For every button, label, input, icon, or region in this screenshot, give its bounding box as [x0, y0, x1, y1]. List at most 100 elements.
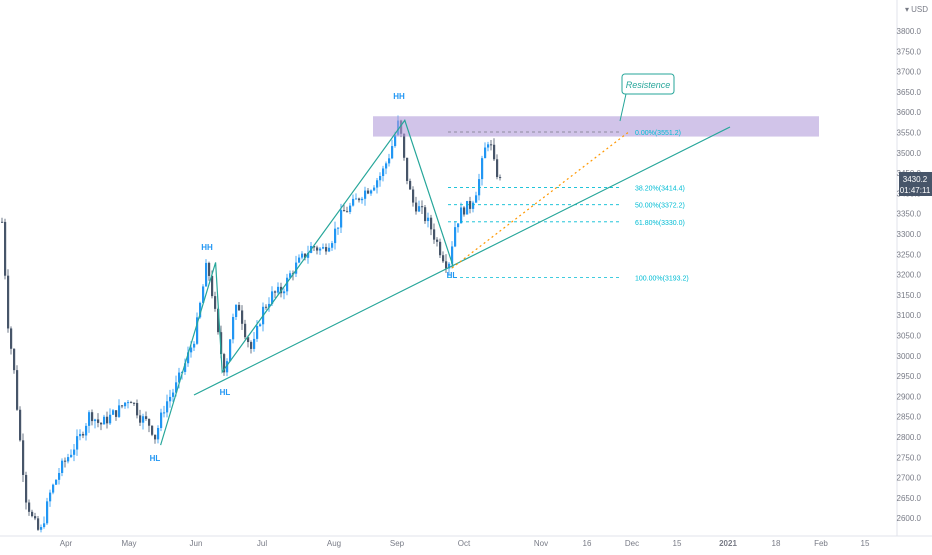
price-tick-label: 3350.0 — [897, 210, 922, 219]
candle-bear — [208, 262, 211, 276]
candle-bull — [472, 202, 475, 209]
price-tick-label: 2800.0 — [897, 433, 922, 442]
candle-bull — [160, 412, 163, 428]
candle-bull — [340, 210, 343, 228]
candle-bull — [391, 146, 394, 159]
candle-bear — [91, 412, 94, 422]
candle-bull — [295, 262, 298, 274]
candle-bull — [307, 252, 310, 258]
candle-bear — [463, 207, 466, 215]
candle-bull — [184, 363, 187, 372]
price-axis[interactable]: USD ▾ 3800.0 3750.0 3700.0 3650.0 3600.0 3550… — [896, 0, 932, 536]
candle-bear — [31, 511, 34, 517]
resistance-zone[interactable] — [373, 116, 819, 137]
price-tick-label: 3600.0 — [897, 108, 922, 117]
candle-bull — [298, 257, 301, 263]
candle-bull — [364, 190, 367, 199]
candle-bull — [94, 419, 97, 422]
zigzag-pattern-line[interactable] — [160, 119, 454, 446]
candle-bull — [283, 291, 286, 294]
candle-bull — [349, 205, 352, 212]
price-tick-label: 2900.0 — [897, 392, 922, 401]
candle-bull — [40, 527, 43, 530]
candle-bear — [97, 419, 100, 423]
candle-bull — [226, 361, 229, 373]
currency-dropdown-icon[interactable]: ▾ — [905, 5, 909, 14]
candle-bull — [178, 372, 181, 383]
price-tick-label: 3300.0 — [897, 230, 922, 239]
candle-bull — [124, 402, 127, 407]
candle-bear — [436, 239, 439, 242]
time-tick-label: 15 — [861, 539, 870, 548]
time-tick-label: Jun — [190, 539, 203, 548]
candle-bear — [7, 275, 10, 329]
price-tick-label: 3150.0 — [897, 291, 922, 300]
candle-bull — [475, 195, 478, 203]
candle-bear — [151, 425, 154, 435]
candle-bull — [157, 427, 160, 440]
candle-bull — [46, 501, 49, 524]
candle-bear — [28, 502, 31, 512]
currency-label: USD — [911, 5, 928, 14]
bar-countdown: 01:47:11 — [900, 186, 931, 195]
pattern-lines[interactable] — [160, 119, 731, 446]
candle-bull — [142, 416, 145, 423]
candle-bear — [211, 275, 214, 297]
price-tick-label: 2700.0 — [897, 474, 922, 483]
time-tick-label: Sep — [390, 539, 405, 548]
candle-bear — [358, 198, 361, 201]
candle-bear — [34, 516, 37, 519]
time-tick-label: 15 — [673, 539, 682, 548]
candle-bear — [1, 221, 4, 223]
time-tick-label: Aug — [327, 539, 341, 548]
candle-bull — [418, 206, 421, 212]
candle-bull — [49, 492, 52, 502]
time-tick-label: 18 — [772, 539, 781, 548]
price-tick-label: 2950.0 — [897, 372, 922, 381]
candle-bull — [109, 414, 112, 424]
candle-bear — [25, 474, 28, 503]
candle-bear — [313, 246, 316, 248]
candle-bear — [403, 133, 406, 158]
candle-bull — [301, 253, 304, 258]
candle-bull — [166, 401, 169, 413]
price-tick-label: 3250.0 — [897, 250, 922, 259]
candle-bull — [361, 198, 364, 201]
candle-bull — [370, 190, 373, 194]
candle-bull — [256, 326, 259, 339]
resistance-callout[interactable]: Resistence — [619, 73, 675, 122]
candle-bull — [187, 352, 190, 364]
candle-bear — [493, 144, 496, 160]
candle-bull — [286, 277, 289, 292]
price-tick-label: 2750.0 — [897, 453, 922, 462]
candle-bear — [367, 190, 370, 194]
time-axis[interactable]: Apr May Jun Jul Aug Sep Oct Nov 16 Dec 15 2021 18 Feb… — [0, 535, 932, 548]
candle-bear — [241, 310, 244, 324]
candle-bear — [244, 323, 247, 338]
candle-bull — [331, 243, 334, 248]
candle-bull — [352, 198, 355, 206]
ascending-trendline[interactable] — [193, 126, 731, 396]
price-tick-label: 3100.0 — [897, 311, 922, 320]
time-tick-label: 2021 — [719, 539, 737, 548]
resistance-callout-pointer — [619, 93, 627, 122]
candle-bull — [229, 339, 232, 362]
candle-bear — [10, 328, 13, 349]
candle-bear — [148, 418, 151, 426]
fib-level-label: 61.80%(3330.0) — [635, 220, 685, 227]
candle-bull — [259, 324, 262, 327]
fib-retracement[interactable]: 0.00%(3551.2) 38.20%(3414.4) 50.00%(3372.2… — [448, 130, 689, 282]
candle-bear — [421, 206, 424, 208]
resistance-callout-box — [621, 73, 675, 95]
candle-bear — [130, 402, 133, 404]
price-tick-label: 3550.0 — [897, 129, 922, 138]
time-tick-label: Jul — [257, 539, 267, 548]
candle-bull — [487, 144, 490, 148]
candle-bull — [196, 317, 199, 344]
time-tick-label: May — [121, 539, 136, 548]
candle-bull — [334, 228, 337, 244]
candle-bull — [427, 217, 430, 222]
